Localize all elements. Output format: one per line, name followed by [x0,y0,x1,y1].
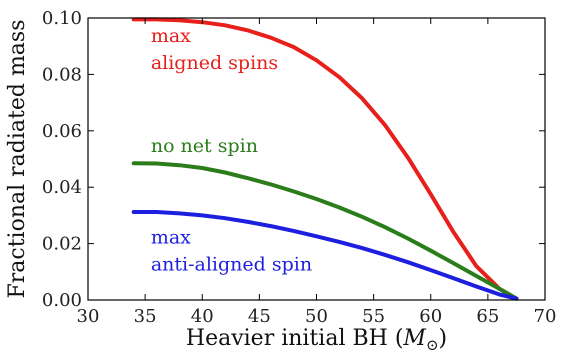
x-tick-label: 40 [191,306,214,327]
y-tick-label: 0.10 [42,8,82,29]
x-tick-label: 35 [134,306,157,327]
y-axis-title: Fractional radiated mass [5,19,30,298]
x-tick-label: 50 [305,306,328,327]
x-tick-label: 70 [534,306,557,327]
y-tick-label: 0.00 [42,290,82,311]
series-annotation: no net spin [151,135,258,157]
x-tick-label: 60 [419,306,442,327]
x-tick-label: 55 [362,306,385,327]
x-axis-title-text: Heavier initial BH ( [186,326,404,351]
x-tick-label: 45 [248,306,271,327]
x-axis-title-suffix: ) [439,326,448,351]
series-annotation: max [151,25,191,47]
x-axis-unit-subscript: ⊙ [426,336,439,354]
y-tick-label: 0.08 [42,64,82,85]
series-annotation: max [151,227,191,249]
series-annotation: anti-aligned spin [151,253,312,275]
y-tick-label: 0.06 [42,121,82,142]
x-axis-title: Heavier initial BH (M⊙) [186,326,447,354]
series-annotations: max aligned spins no net spin max anti-align… [151,25,312,275]
y-tick-label: 0.02 [42,234,82,255]
y-tick-label: 0.04 [42,177,82,198]
series-annotation: aligned spins [151,52,278,74]
x-tick-label: 65 [476,306,499,327]
x-axis-unit-symbol: M [402,326,426,351]
